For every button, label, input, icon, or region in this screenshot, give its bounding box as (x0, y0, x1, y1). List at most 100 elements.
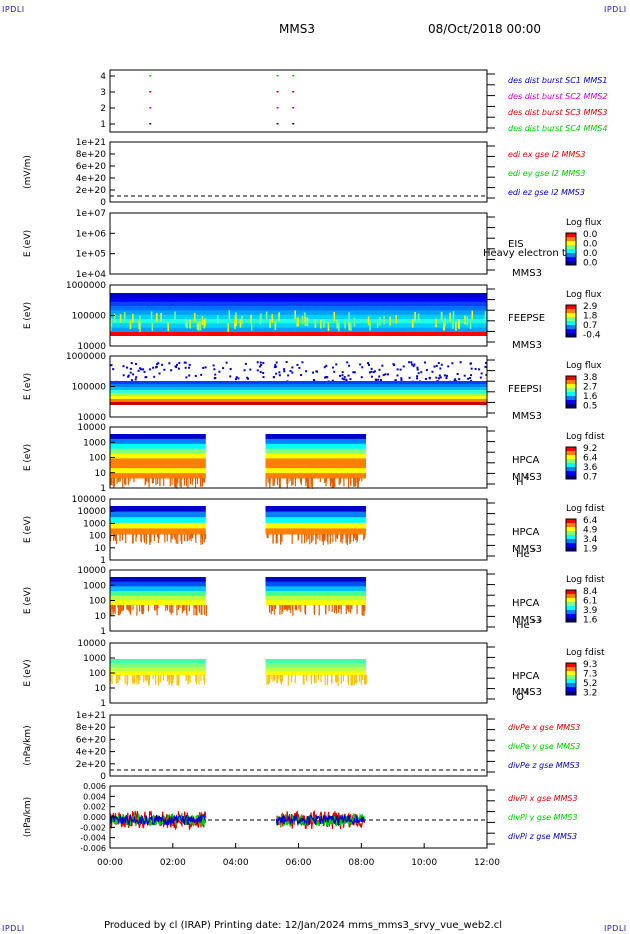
y-tick-label: 4 (100, 72, 106, 82)
spectrogram-pixel (334, 478, 336, 488)
colorbar-swatch (566, 463, 576, 468)
y-tick-label: 1e+21 (76, 138, 106, 148)
spectrogram-pixel (157, 362, 160, 365)
spectrogram-pixel (315, 675, 317, 684)
colorbar-tick-label: 6.4 (583, 454, 598, 464)
y-tick-label: 100000 (72, 312, 107, 322)
panel-frame (109, 714, 488, 777)
spectrogram-pixel (319, 534, 321, 541)
spectrogram-pixel (416, 368, 419, 371)
spectrogram-pixel (273, 366, 276, 369)
spectrogram-pixel (201, 478, 204, 487)
spectrogram-pixel (464, 315, 466, 325)
colorbar-swatch (566, 527, 576, 532)
instrument-label: HPCA (512, 671, 540, 682)
spectrogram-pixel (347, 534, 349, 539)
colorbar-swatch (566, 245, 576, 250)
spectrogram-pixel (127, 374, 130, 377)
spectrogram-pixel (139, 315, 141, 325)
spectrogram-pixel (357, 478, 359, 488)
spectrogram-pixel (276, 478, 279, 486)
x-axis: 00:00 02:00 04:00 06:00 08:00 10:00 12:00 (97, 843, 500, 868)
spectrogram-pixel (331, 605, 333, 612)
spectrogram-pixel (228, 310, 231, 320)
spectrogram-pixel (274, 321, 277, 331)
burst-mark (149, 123, 152, 125)
spectrogram-pixel (361, 605, 363, 616)
colorbar-frame (565, 375, 577, 409)
colorbar-tick-label: 8.4 (583, 587, 598, 597)
spectrogram-pixel (175, 534, 177, 544)
spectrogram-pixel (276, 534, 278, 544)
spectrogram-pixel (339, 374, 342, 377)
spectrogram-pixel (335, 675, 337, 683)
spectrogram-pixel (196, 675, 198, 685)
spectrogram-band (110, 443, 206, 450)
colorbar-frame (565, 304, 577, 338)
spectrogram-pixel (203, 478, 205, 483)
spectrogram-pixel (329, 478, 332, 487)
spectrogram-pixel (411, 318, 414, 328)
spectrogram-pixel (312, 534, 314, 541)
spectrogram-pixel (420, 371, 423, 374)
spectrogram-pixel (485, 373, 488, 376)
spectrogram-pixel (353, 478, 355, 487)
spectrogram-pixel (306, 675, 308, 682)
spectrogram-pixel (234, 315, 237, 325)
spectrogram-pixel (205, 605, 208, 616)
spectrogram-pixel (189, 319, 191, 329)
spectrogram-band (110, 671, 206, 676)
spectrogram-pixel (304, 605, 306, 614)
spectrogram-band (265, 577, 367, 583)
spectrogram-pixel (394, 379, 397, 382)
y-tick-label: 6e+20 (76, 735, 107, 745)
spectrogram-pixel (171, 534, 173, 540)
corner-label-tr: IPDLI (604, 5, 627, 14)
spectrogram-pixel (110, 364, 113, 367)
spectrogram-pixel (185, 318, 187, 328)
spectrogram-pixel (340, 534, 342, 543)
spectrogram-pixel (304, 605, 307, 615)
colorbar-tick-label: 0.0 (583, 230, 598, 240)
spectrogram-pixel (469, 377, 472, 380)
spectrogram-pixel (119, 314, 122, 323)
spectrogram-pixel (336, 534, 339, 540)
spectrogram-pixel (172, 605, 174, 613)
spectrogram-pixel (194, 374, 197, 377)
spectrogram-pixel (162, 675, 165, 681)
y-tick-label: 100000 (72, 495, 107, 505)
y-tick-label: 1000 (83, 519, 106, 529)
spectrogram-band (110, 301, 487, 307)
spectrogram-pixel (442, 321, 445, 331)
spectrogram-pixel (164, 534, 166, 543)
spectrogram-pixel (199, 321, 202, 331)
spectrogram-band (110, 595, 206, 601)
spectrogram-pixel (271, 314, 274, 323)
spectrogram-pixel (204, 534, 207, 540)
spectrogram-pixel (312, 379, 315, 382)
spectrogram-pixel (262, 376, 265, 379)
y-tick-label: 0.004 (83, 792, 106, 801)
spectrogram-pixel (351, 675, 353, 681)
spectrogram-pixel (280, 675, 282, 685)
spectrogram-pixel (363, 534, 365, 541)
y-tick-label: 0 (100, 772, 106, 782)
spectrogram-pixel (155, 478, 157, 486)
spectrogram-pixel (204, 317, 207, 327)
spectrogram-pixel (331, 379, 334, 382)
spectrogram-pixel (195, 534, 197, 543)
spectrogram-pixel (370, 367, 373, 370)
spectrogram-pixel (356, 605, 358, 615)
colorbar-swatch (566, 547, 576, 552)
spectrogram-pixel (335, 363, 338, 366)
spectrogram-pixel (338, 605, 340, 613)
spectrogram-pixel (268, 605, 271, 609)
spectrogram-pixel (148, 478, 150, 488)
spectrogram-pixel (281, 534, 283, 542)
spectrogram-band (265, 473, 367, 479)
y-axis-label: E (eV) (23, 302, 33, 329)
spectrogram-pixel (119, 478, 121, 482)
spectrogram-pixel (246, 377, 249, 380)
y-tick-label: 10 (95, 544, 107, 554)
spectrogram-pixel (306, 534, 308, 542)
